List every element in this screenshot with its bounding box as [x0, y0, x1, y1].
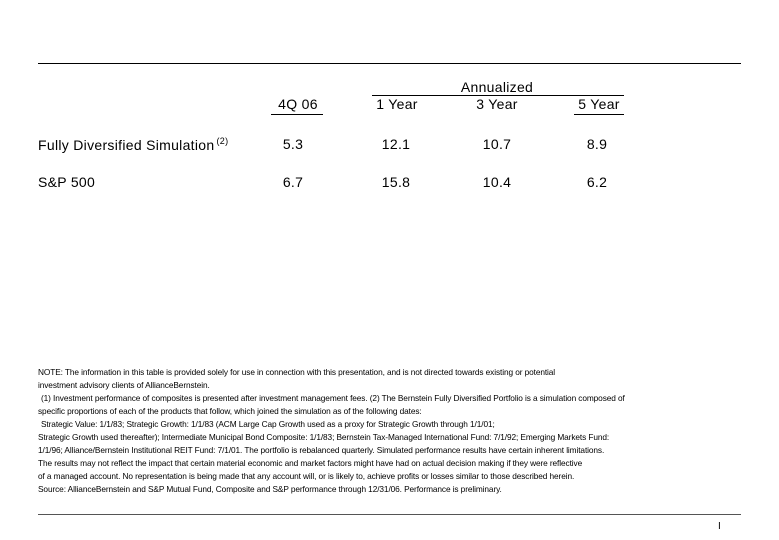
page-number: I [718, 521, 721, 532]
table-cell: 6.7 [282, 174, 304, 190]
column-header-4q06: 4Q 06 [278, 96, 318, 112]
column-underline-4q06 [271, 114, 323, 115]
note-line: NOTE: The information in this table is p… [38, 367, 556, 377]
table-cell: 10.7 [482, 136, 512, 152]
column-header-1-year: 1 Year [376, 96, 418, 112]
footnotes: NOTE: The information in this table is p… [38, 366, 738, 496]
table-cell: 5.3 [282, 136, 304, 152]
note-line: Strategic Value: 1/1/83; Strategic Growt… [41, 419, 495, 429]
note-line: The results may not reflect the impact t… [38, 458, 583, 468]
table-cell: 10.4 [482, 174, 512, 190]
note-line: of a managed account. No representation … [38, 471, 575, 481]
footnote-marker: (2) [216, 136, 229, 146]
table-cell: 6.2 [586, 174, 608, 190]
note-line: Source: AllianceBernstein and S&P Mutual… [38, 484, 502, 494]
note-line: Strategic Growth used thereafter); Inter… [38, 432, 610, 442]
note-line: 1/1/96; Alliance/Bernstein Institutional… [38, 445, 605, 455]
annualized-group-header: Annualized [460, 79, 534, 95]
bottom-divider [38, 514, 741, 515]
table-cell: 15.8 [381, 174, 411, 190]
column-header-3-year: 3 Year [476, 96, 518, 112]
column-underline-5-year [574, 114, 624, 115]
note-line: (1) Investment performance of composites… [41, 393, 625, 403]
note-line: specific proportions of each of the prod… [38, 406, 422, 416]
note-line: investment advisory clients of AllianceB… [38, 380, 210, 390]
row-label-sp500: S&P 500 [38, 174, 96, 190]
annualized-group-underline [372, 95, 624, 96]
row-label-fully-diversified: Fully Diversified Simulation (2) [38, 136, 229, 153]
table-cell: 8.9 [586, 136, 608, 152]
top-divider [38, 63, 741, 64]
column-header-5-year: 5 Year [578, 96, 620, 112]
table-cell: 12.1 [381, 136, 411, 152]
